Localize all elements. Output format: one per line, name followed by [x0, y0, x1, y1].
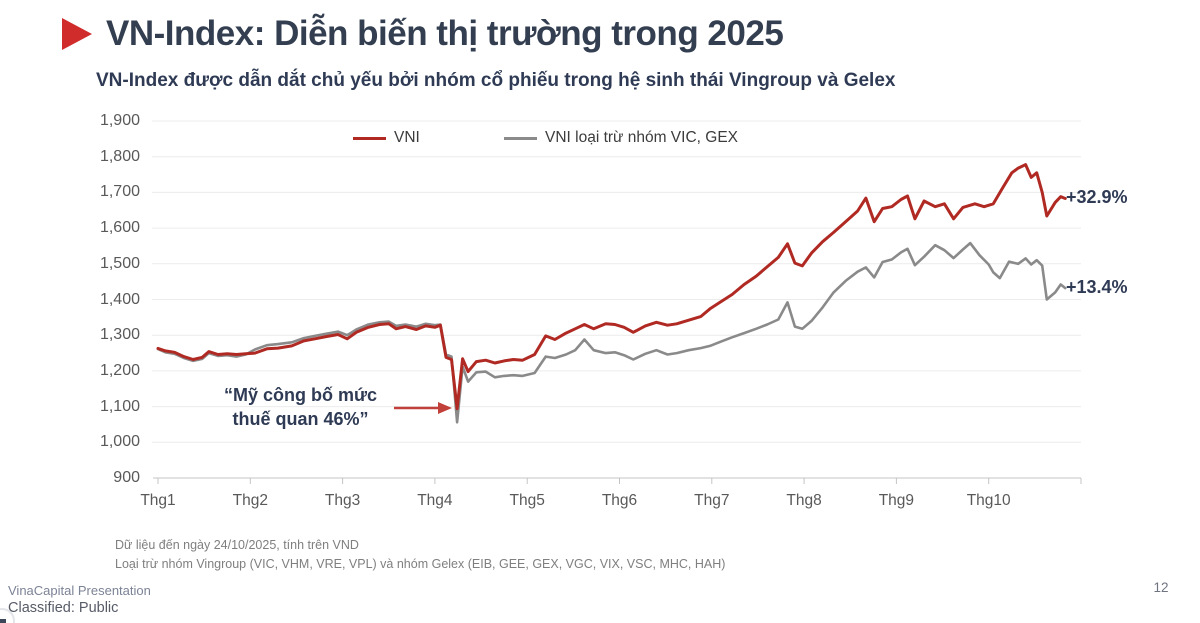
vni-ex-return-label: +13.4%	[1066, 277, 1128, 297]
y-tick-label: 1,800	[99, 147, 140, 165]
y-tick-label: 1,200	[99, 361, 140, 379]
y-tick-label: 1,900	[99, 112, 140, 129]
red-triangle-bullet-icon	[62, 18, 92, 50]
y-tick-label: 900	[113, 469, 140, 486]
footnote-data-date: Dữ liệu đến ngày 24/10/2025, tính trên V…	[115, 538, 359, 552]
slide-subtitle: VN-Index được dẫn dắt chủ yếu bởi nhóm c…	[96, 70, 896, 91]
vni-line-swatch-icon	[353, 136, 386, 140]
series-line-vni	[156, 163, 1067, 411]
footer-presentation-label: VinaCapital Presentation	[8, 583, 151, 598]
title-row: VN-Index: Diễn biến thị trường trong 202…	[62, 14, 784, 54]
vni-return-label: +32.9%	[1066, 187, 1128, 207]
x-tick-label: Thg7	[694, 492, 730, 509]
x-tick-label: Thg1	[140, 492, 176, 509]
x-tick-label: Thg4	[417, 492, 453, 509]
legend-item-vni-ex: VNI loại trừ nhóm VIC, GEX	[504, 129, 738, 147]
x-tick-label: Thg9	[878, 492, 915, 509]
x-tick-label: Thg2	[232, 492, 268, 509]
legend-label-vni: VNI	[394, 129, 420, 146]
x-tick-label: Thg8	[786, 492, 822, 509]
y-tick-label: 1,500	[99, 254, 140, 272]
corner-mark-decoration	[0, 619, 6, 623]
footer-classification-label: Classified: Public	[8, 600, 119, 616]
page-title: VN-Index: Diễn biến thị trường trong 202…	[106, 14, 784, 53]
series-line-vni-ex	[156, 241, 1067, 424]
x-tick-label: Thg6	[601, 492, 638, 509]
x-tick-label: Thg3	[324, 492, 361, 509]
y-tick-label: 1,700	[99, 183, 140, 201]
y-tick-label: 1,100	[99, 397, 140, 415]
legend-item-vni: VNI	[353, 129, 420, 147]
page-number: 12	[1153, 580, 1169, 595]
x-tick-label: Thg10	[966, 492, 1011, 509]
tariff-annotation: “Mỹ công bố mức thuế quan 46%”	[223, 385, 378, 429]
y-tick-label: 1,600	[99, 219, 140, 237]
footnotes: Dữ liệu đến ngày 24/10/2025, tính trên V…	[115, 536, 725, 574]
y-tick-label: 1,300	[99, 326, 140, 344]
y-tick-label: 1,400	[99, 290, 140, 308]
x-tick-label: Thg5	[509, 492, 545, 509]
vni-ex-line-swatch-icon	[504, 136, 537, 140]
y-tick-label: 1,000	[99, 433, 140, 451]
annotation-arrowhead-icon	[438, 402, 452, 414]
footnote-exclusions: Loại trừ nhóm Vingroup (VIC, VHM, VRE, V…	[115, 557, 726, 571]
legend-label-vni-ex: VNI loại trừ nhóm VIC, GEX	[545, 129, 738, 146]
footer: VinaCapital Presentation Classified: Pub…	[8, 583, 151, 616]
